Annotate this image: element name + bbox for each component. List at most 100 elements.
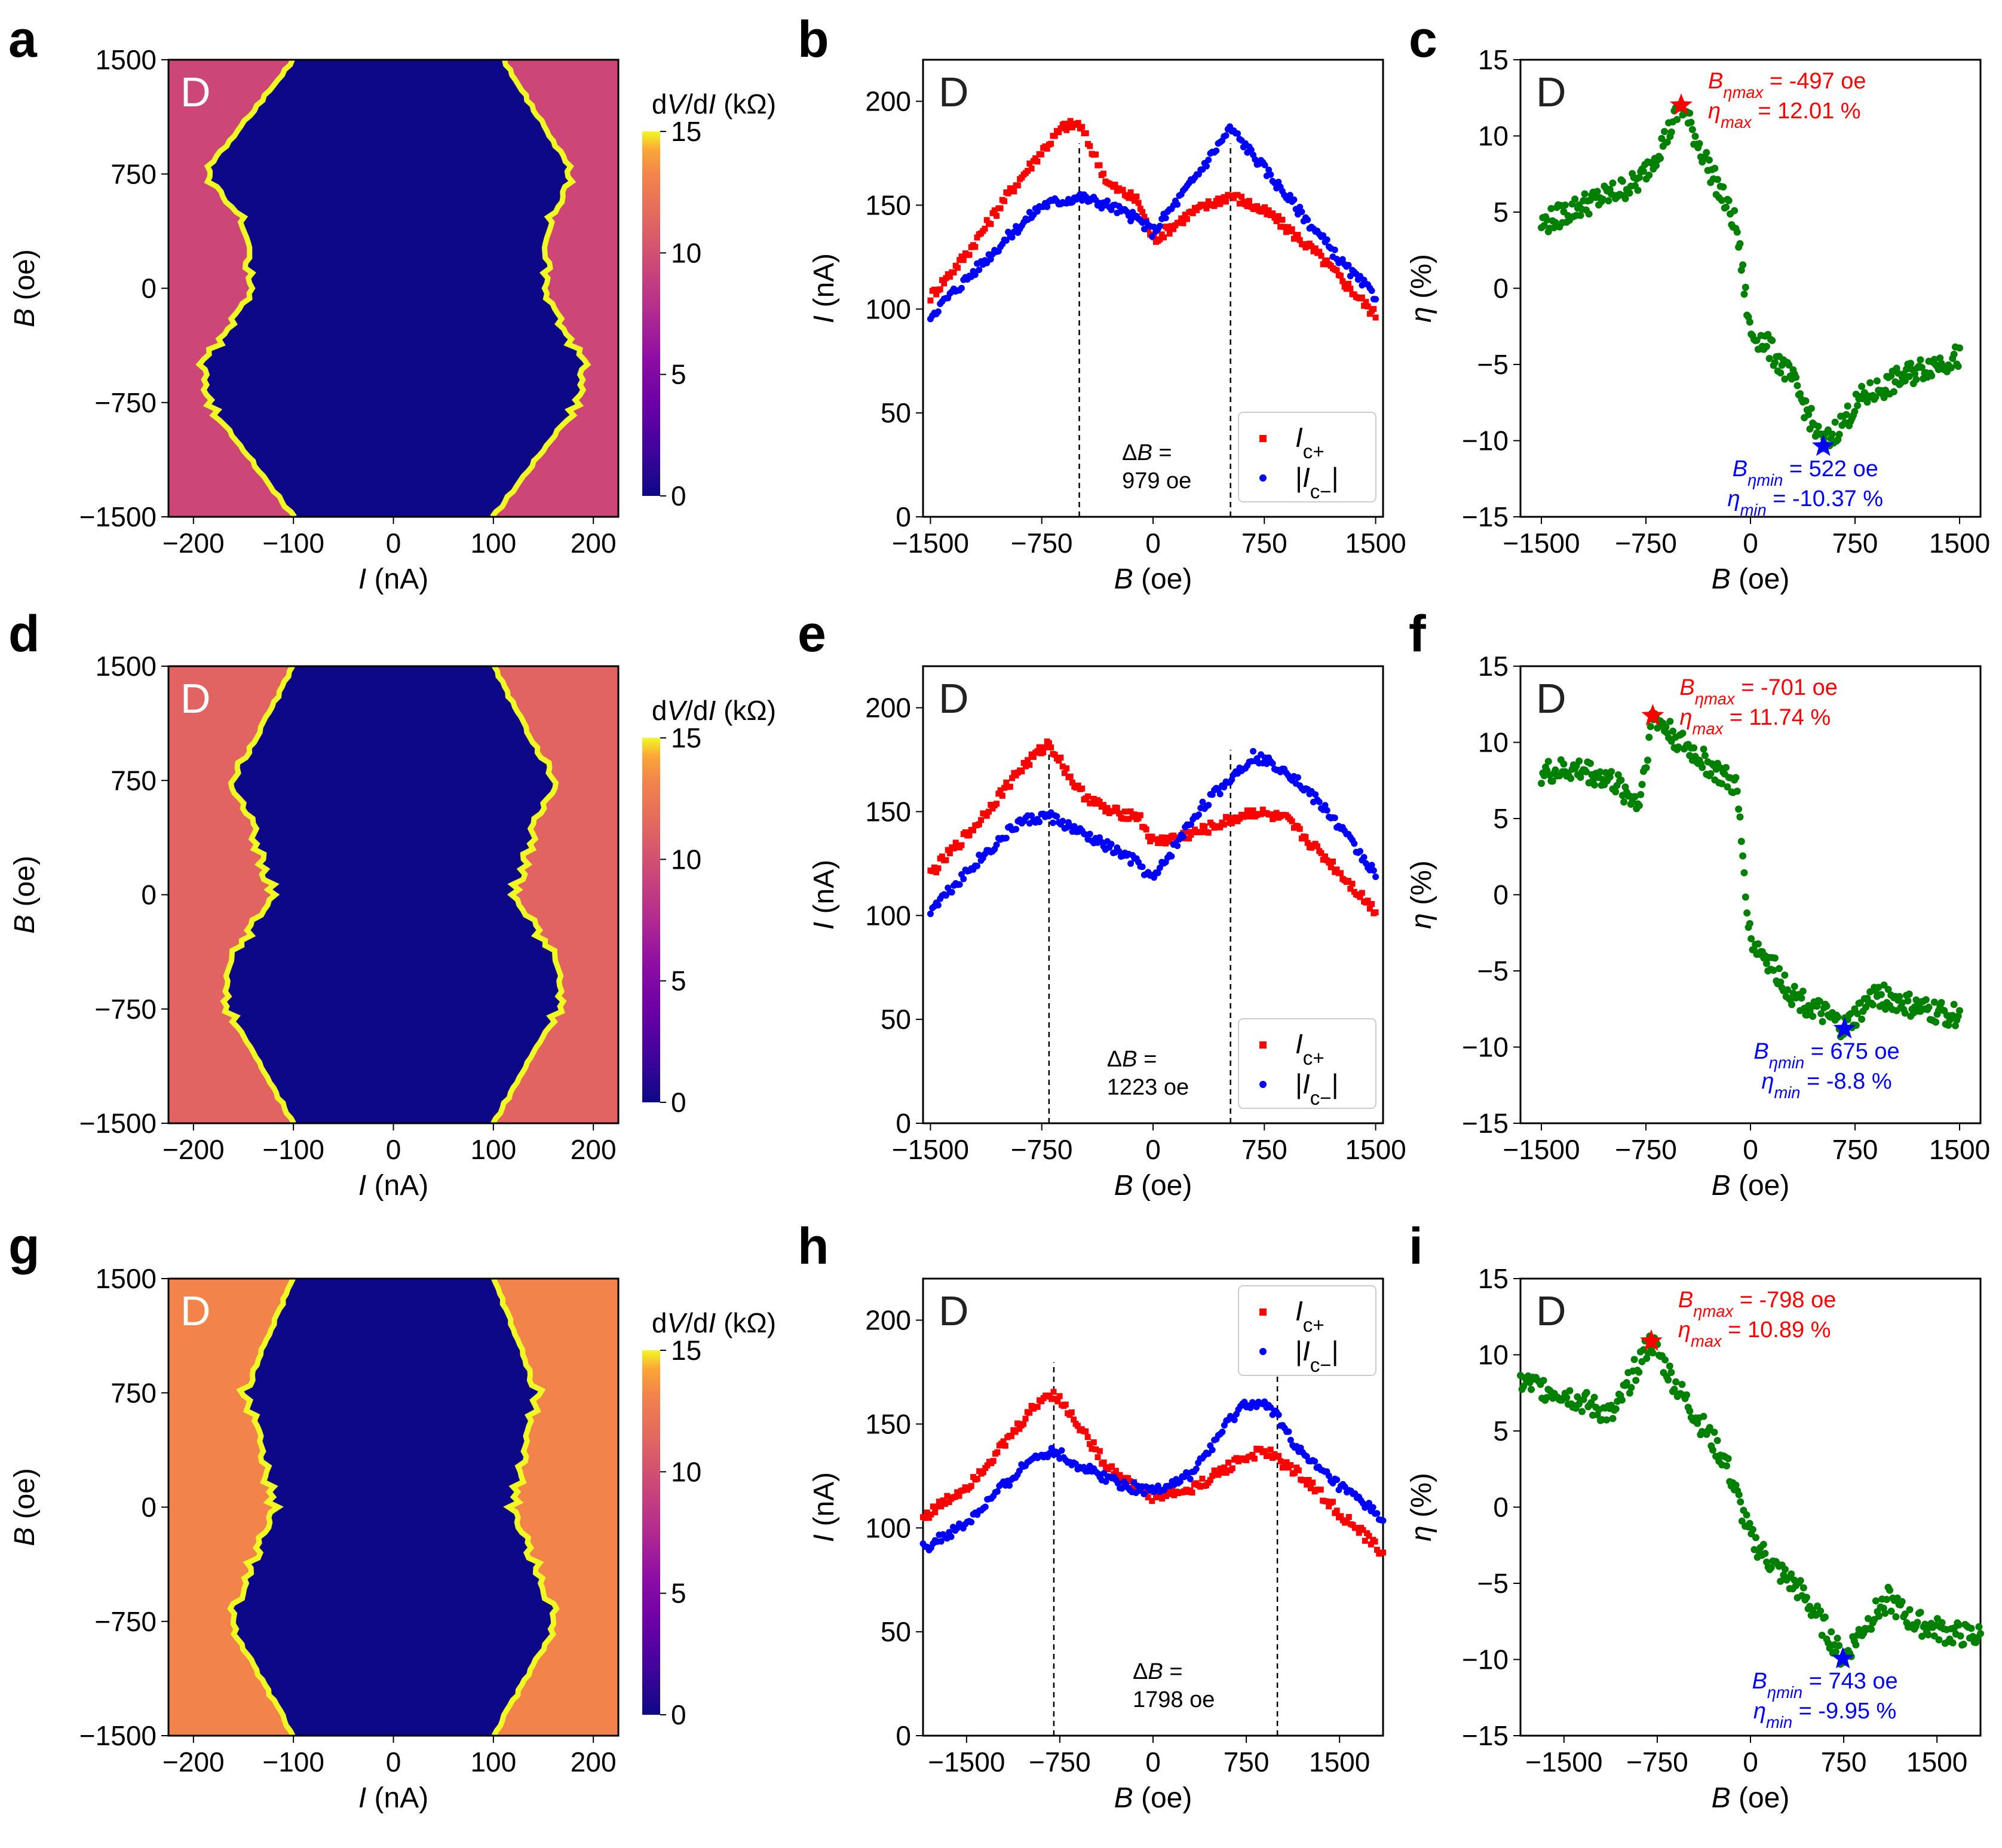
- ic-plus-point: [1171, 1492, 1178, 1498]
- eta-point: [1718, 780, 1726, 787]
- ic-plus-point: [951, 269, 957, 275]
- ic-plus-point: [1067, 773, 1074, 780]
- ic-plus-point: [1234, 192, 1241, 198]
- ic-plus-point: [1344, 1518, 1350, 1525]
- superconducting-region: [230, 1279, 557, 1736]
- eta-point: [1627, 1384, 1635, 1392]
- ic-plus-point: [1164, 225, 1171, 231]
- eta-point: [1890, 388, 1897, 396]
- ic-plus-point: [1345, 878, 1352, 884]
- ic-plus-point: [1166, 838, 1173, 845]
- eta-point: [1823, 1003, 1831, 1010]
- eta-point: [1644, 756, 1651, 764]
- panel-letter: e: [798, 605, 826, 663]
- ic-minus-point: [1102, 1478, 1109, 1485]
- corner-label: D: [939, 1288, 969, 1334]
- legend-ic-plus-marker: [1259, 435, 1267, 442]
- x-tick-label: 1500: [1929, 1134, 1990, 1165]
- eta-point: [1918, 364, 1926, 372]
- eta-point: [1765, 355, 1773, 363]
- eta-point: [1723, 1462, 1731, 1470]
- eta-point: [1834, 1634, 1841, 1642]
- axes-frame: [1519, 59, 1982, 518]
- ic-plus-point: [956, 257, 963, 263]
- ic-plus-point: [1223, 198, 1230, 205]
- ic-plus-point: [983, 813, 990, 819]
- eta-point: [1743, 909, 1751, 917]
- ic-plus-point: [1112, 182, 1118, 188]
- label-part: c+: [1303, 1314, 1325, 1337]
- ic-plus-point: [1257, 1446, 1264, 1452]
- eta-point: [1912, 376, 1920, 384]
- eta-point: [1700, 745, 1707, 753]
- ic-plus-point: [1133, 193, 1140, 200]
- ic-plus-point: [1117, 1472, 1123, 1478]
- ic-plus-point: [1279, 216, 1286, 223]
- delta-b-label: ΔB =: [1107, 1047, 1157, 1072]
- ic-plus-point: [1054, 1398, 1061, 1405]
- ic-plus-point: [986, 808, 992, 815]
- eta-point: [1718, 197, 1726, 204]
- eta-point: [1621, 195, 1629, 203]
- y-tick-label: 0: [896, 501, 911, 532]
- legend-box: [1238, 1285, 1376, 1376]
- eta-point: [1632, 1377, 1640, 1384]
- ic-minus-point: [1071, 823, 1078, 830]
- eta-point: [1911, 370, 1919, 378]
- label-part: max: [1693, 719, 1724, 738]
- y-axis-label: η (%): [1406, 254, 1437, 323]
- ic-minus-point: [1250, 747, 1257, 755]
- superconducting-region: [223, 666, 563, 1123]
- ic-plus-point: [1001, 784, 1008, 791]
- ic-minus-point: [1333, 1476, 1341, 1484]
- axes-frame: [1519, 665, 1982, 1124]
- label-part: V: [667, 1307, 688, 1338]
- ic-plus-point: [1120, 186, 1126, 193]
- eta-point: [1872, 1597, 1880, 1605]
- legend-ic-minus-label: |Ic−|: [1295, 462, 1339, 503]
- eta-point: [1852, 1022, 1860, 1029]
- ic-plus-point: [966, 832, 973, 838]
- ic-plus-point: [988, 801, 994, 808]
- ic-plus-point: [1007, 783, 1013, 790]
- x-tick-label: −1500: [892, 1134, 969, 1165]
- ic-plus-point: [1048, 140, 1054, 147]
- ic-plus-point: [1203, 205, 1210, 212]
- ic-plus-point: [932, 1509, 939, 1516]
- eta-point: [1691, 133, 1699, 140]
- label-part: η: [1761, 1069, 1774, 1094]
- ic-minus-point: [1379, 1517, 1387, 1524]
- x-tick-label: 750: [1832, 1134, 1878, 1165]
- ic-plus-point: [984, 1462, 991, 1469]
- ic-minus-point: [1234, 130, 1241, 137]
- y-tick-label: 200: [865, 692, 911, 724]
- ic-minus-point: [1219, 1429, 1226, 1436]
- eta-point: [1699, 764, 1706, 771]
- ic-plus-point: [1223, 1469, 1230, 1476]
- ic-minus-point: [1322, 802, 1329, 809]
- ic-plus-point: [1040, 749, 1047, 756]
- ic-minus-point: [1360, 854, 1368, 861]
- ic-minus-point: [1044, 203, 1051, 210]
- ic-plus-point: [1357, 894, 1363, 900]
- label-part: |: [1295, 1335, 1302, 1366]
- ic-plus-point: [934, 1503, 940, 1510]
- eta-point: [1694, 1420, 1701, 1427]
- label-part: =: [1138, 1047, 1157, 1072]
- label-part: I: [358, 563, 366, 595]
- ic-plus-point: [1347, 285, 1354, 292]
- eta-point: [1749, 1526, 1756, 1534]
- ic-minus-point: [1008, 234, 1016, 241]
- ic-plus-point: [1061, 770, 1068, 776]
- label-part: B: [1114, 563, 1133, 595]
- ic-minus-point: [1331, 814, 1338, 822]
- ic-plus-point: [1302, 244, 1309, 251]
- eta-point: [1791, 983, 1798, 991]
- ic-plus-point: [994, 213, 1000, 219]
- eta-point: [1907, 360, 1915, 367]
- switching-edge-positive: [491, 1277, 560, 1737]
- label-part: c−: [1310, 1087, 1332, 1110]
- y-tick-label: −15: [1462, 1720, 1509, 1751]
- ic-minus-point: [1285, 1428, 1292, 1435]
